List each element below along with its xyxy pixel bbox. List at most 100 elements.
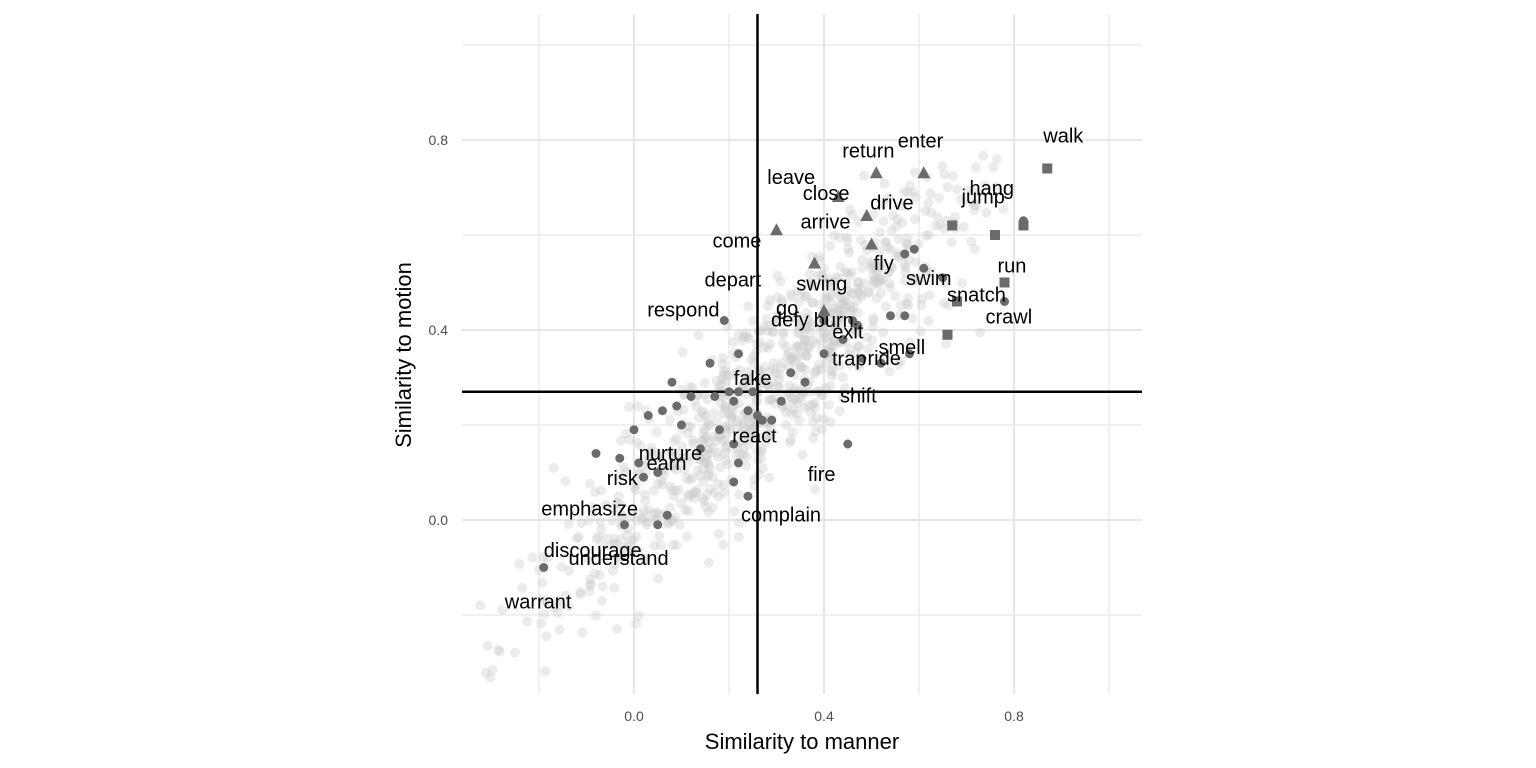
background-point bbox=[845, 270, 856, 281]
background-point bbox=[748, 351, 759, 362]
background-point bbox=[813, 270, 824, 281]
highlight-point bbox=[677, 420, 686, 430]
background-point bbox=[596, 524, 607, 535]
background-point bbox=[820, 291, 831, 302]
background-point bbox=[774, 374, 785, 385]
background-point bbox=[949, 212, 960, 223]
background-point bbox=[704, 459, 715, 470]
background-point bbox=[720, 401, 731, 412]
background-point bbox=[689, 487, 700, 498]
background-point bbox=[679, 465, 690, 476]
background-point bbox=[720, 454, 731, 465]
background-point bbox=[794, 296, 805, 307]
background-point bbox=[713, 382, 724, 393]
background-point bbox=[969, 199, 980, 210]
background-point bbox=[897, 217, 908, 228]
background-point bbox=[826, 308, 837, 319]
background-point bbox=[627, 506, 638, 517]
background-point bbox=[792, 341, 803, 352]
background-point bbox=[643, 504, 654, 515]
background-point bbox=[920, 205, 931, 216]
background-point bbox=[785, 288, 796, 299]
background-point bbox=[761, 313, 772, 324]
background-point bbox=[629, 481, 640, 492]
background-point bbox=[909, 167, 920, 178]
background-point bbox=[802, 350, 813, 361]
background-point bbox=[548, 462, 559, 473]
background-point bbox=[740, 373, 751, 384]
background-point bbox=[735, 449, 746, 460]
background-point bbox=[818, 263, 829, 274]
background-point bbox=[641, 519, 652, 530]
background-point bbox=[493, 644, 504, 655]
background-point bbox=[762, 432, 773, 443]
label-enter: enter bbox=[898, 130, 944, 152]
point-earn bbox=[734, 458, 743, 468]
background-point bbox=[807, 297, 818, 308]
background-point bbox=[825, 240, 836, 251]
background-point bbox=[831, 322, 842, 333]
background-point bbox=[868, 313, 879, 324]
background-point bbox=[699, 458, 710, 469]
background-point bbox=[607, 515, 618, 526]
background-point bbox=[783, 347, 794, 358]
background-point bbox=[828, 340, 839, 351]
highlight-point bbox=[639, 472, 648, 482]
background-point bbox=[667, 452, 678, 463]
background-point bbox=[589, 487, 600, 498]
background-point bbox=[859, 278, 870, 289]
point-swim bbox=[990, 230, 1000, 240]
background-point bbox=[623, 401, 634, 412]
background-point bbox=[799, 402, 810, 413]
background-point bbox=[563, 601, 574, 612]
point-return bbox=[869, 166, 883, 179]
background-point bbox=[480, 668, 491, 679]
background-point bbox=[703, 557, 714, 568]
label-come: come bbox=[713, 231, 762, 253]
background-point bbox=[622, 541, 633, 552]
point-snatch bbox=[952, 296, 962, 307]
background-point bbox=[666, 446, 677, 457]
background-point bbox=[722, 370, 733, 381]
background-point bbox=[759, 321, 770, 332]
background-point bbox=[981, 207, 992, 218]
background-point bbox=[696, 436, 707, 447]
background-point bbox=[719, 435, 730, 446]
background-point bbox=[595, 516, 606, 527]
highlight-point bbox=[658, 406, 667, 416]
background-point bbox=[807, 399, 818, 410]
reference-lines bbox=[462, 14, 1142, 694]
background-point bbox=[802, 313, 813, 324]
point-fire bbox=[843, 439, 853, 449]
background-point bbox=[838, 298, 849, 309]
background-point bbox=[801, 291, 812, 302]
background-point bbox=[762, 379, 773, 390]
background-point bbox=[800, 291, 811, 302]
background-point bbox=[900, 267, 911, 278]
background-point bbox=[812, 364, 823, 375]
background-point bbox=[828, 353, 839, 364]
background-point bbox=[820, 382, 831, 393]
background-point bbox=[778, 329, 789, 340]
background-point bbox=[785, 354, 796, 365]
background-point bbox=[777, 358, 788, 369]
background-point bbox=[701, 489, 712, 500]
background-point bbox=[718, 408, 729, 419]
background-point bbox=[653, 573, 664, 584]
background-point bbox=[653, 508, 664, 519]
background-point bbox=[704, 420, 715, 431]
background-point bbox=[675, 459, 686, 470]
background-point bbox=[654, 531, 665, 542]
background-point bbox=[916, 300, 927, 311]
background-point bbox=[694, 451, 705, 462]
background-point bbox=[817, 272, 828, 283]
background-point bbox=[971, 162, 982, 173]
background-point bbox=[794, 351, 805, 362]
background-point bbox=[838, 305, 849, 316]
background-point bbox=[728, 370, 739, 381]
background-point bbox=[823, 400, 834, 411]
background-point bbox=[734, 364, 745, 375]
background-point bbox=[702, 443, 713, 454]
background-point bbox=[723, 458, 734, 469]
background-point bbox=[670, 512, 681, 523]
